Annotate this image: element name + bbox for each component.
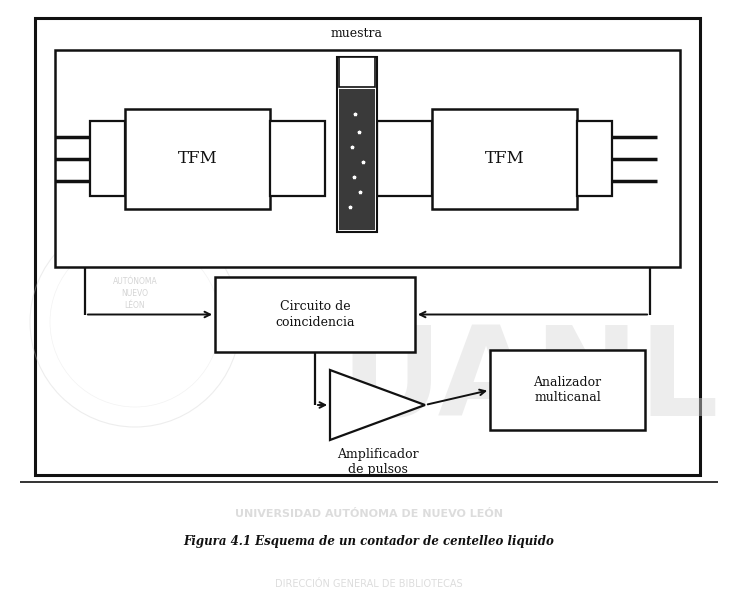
Bar	[339, 57, 375, 87]
Bar	[270, 121, 325, 196]
Bar	[339, 89, 375, 230]
Text: TFM: TFM	[178, 150, 218, 167]
Text: DIRECCIÓN GENERAL DE BIBLIOTECAS: DIRECCIÓN GENERAL DE BIBLIOTECAS	[275, 579, 463, 589]
Bar	[215, 277, 415, 352]
Text: Circuito de
coincidencia: Circuito de coincidencia	[275, 300, 355, 329]
Text: UANL: UANL	[341, 321, 720, 442]
Text: Amplificador
de pulsos: Amplificador de pulsos	[337, 448, 418, 476]
Polygon shape	[330, 370, 425, 440]
Bar	[55, 50, 680, 267]
Text: UNIVERSIDAD AUTÓNOMA DE NUEVO LEÓN: UNIVERSIDAD AUTÓNOMA DE NUEVO LEÓN	[235, 509, 503, 519]
Text: AUTÓNOMA: AUTÓNOMA	[113, 278, 157, 287]
Text: LÉON: LÉON	[125, 300, 145, 309]
Bar	[90, 121, 125, 196]
Bar	[577, 121, 612, 196]
Bar	[337, 57, 377, 232]
Text: Figura 4.1 Esquema de un contador de centelleo liquido: Figura 4.1 Esquema de un contador de cen…	[184, 536, 554, 548]
Bar	[35, 18, 700, 475]
Text: Analizador
multicanal: Analizador multicanal	[534, 376, 601, 404]
Bar	[125, 108, 270, 208]
Bar	[432, 108, 577, 208]
Text: NUEVO: NUEVO	[122, 290, 148, 299]
Bar	[490, 350, 645, 430]
Text: muestra: muestra	[331, 27, 383, 40]
Bar	[377, 121, 432, 196]
Text: TFM: TFM	[485, 150, 525, 167]
